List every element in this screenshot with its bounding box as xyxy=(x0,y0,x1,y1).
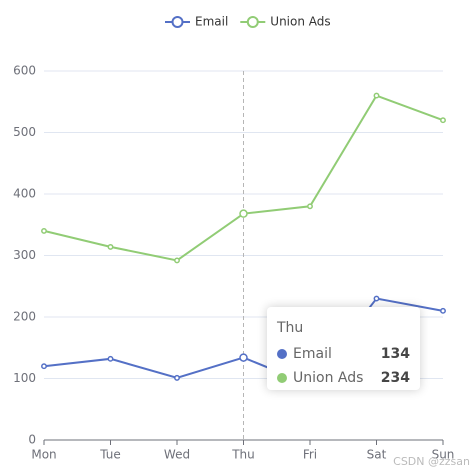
point xyxy=(440,117,446,124)
tooltip-series-name: Union Ads xyxy=(293,370,364,386)
point xyxy=(174,257,180,264)
point xyxy=(373,295,380,302)
tooltip-series-name: Email xyxy=(293,346,332,362)
x-tick-label: Sun xyxy=(432,448,455,462)
legend-icon xyxy=(246,16,259,28)
point xyxy=(440,307,446,314)
point xyxy=(373,92,380,99)
point xyxy=(41,363,47,370)
y-tick-label: 600 xyxy=(13,64,36,78)
tooltip-row: Email 134 xyxy=(277,342,410,366)
y-tick-label: 300 xyxy=(13,248,36,262)
tooltip-row: Union Ads 234 xyxy=(277,366,410,390)
point xyxy=(239,209,248,218)
y-tick-label: 200 xyxy=(13,310,36,324)
tooltip-marker xyxy=(277,373,287,383)
point xyxy=(107,243,114,250)
legend-label: Union Ads xyxy=(270,15,330,29)
tooltip-marker xyxy=(277,349,287,359)
y-tick-label: 500 xyxy=(13,125,36,139)
legend-label: Email xyxy=(195,15,228,29)
y-tick-label: 100 xyxy=(13,371,36,385)
point xyxy=(239,353,248,362)
x-tick-label: Fri xyxy=(303,448,317,462)
y-tick-label: 400 xyxy=(13,187,36,201)
legend-item: Email xyxy=(165,15,228,29)
tooltip-title: Thu xyxy=(277,320,304,336)
x-tick-label: Wed xyxy=(164,448,190,462)
legend-icon xyxy=(171,16,184,28)
point xyxy=(41,227,47,234)
x-tick-label: Thu xyxy=(231,448,255,462)
y-tick-label: 0 xyxy=(28,433,36,447)
tooltip-value: 134 xyxy=(380,346,410,362)
legend-item: Union Ads xyxy=(240,15,331,29)
point xyxy=(107,355,114,362)
watermark: CSDN @zzsan xyxy=(393,455,470,468)
point xyxy=(174,374,180,381)
point xyxy=(307,203,313,210)
x-tick-label: Mon xyxy=(31,448,56,462)
x-tick-label: Tue xyxy=(99,448,121,462)
tooltip-value: 234 xyxy=(380,370,410,386)
tooltip: Thu Email 134 Union Ads 234 xyxy=(267,307,420,390)
x-tick-label: Sat xyxy=(367,448,387,462)
